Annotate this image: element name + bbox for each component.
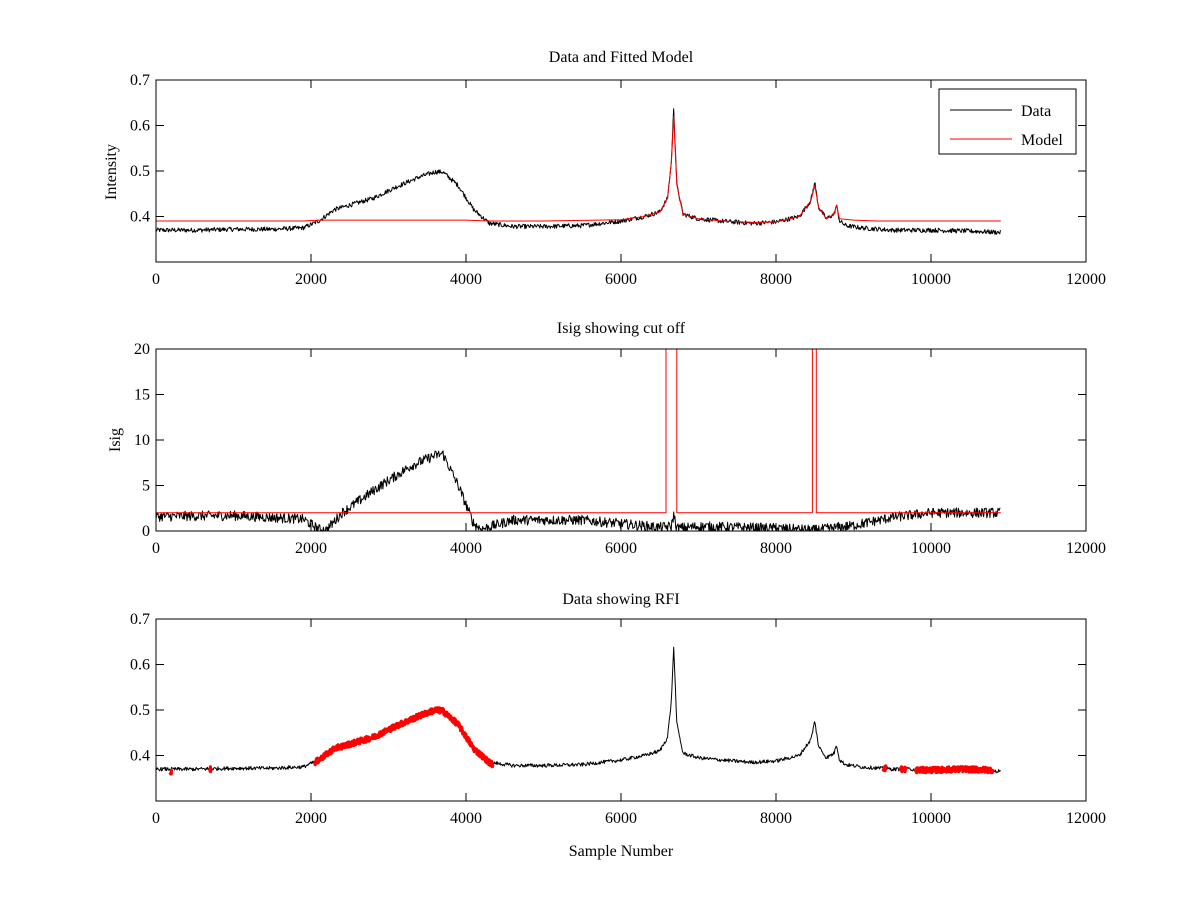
y-tick-label: 10 (134, 432, 150, 449)
x-axis-label: Sample Number (569, 843, 674, 860)
x-tick-label: 10000 (911, 810, 951, 827)
y-tick-label: 0 (142, 523, 150, 540)
x-tick-label: 12000 (1066, 540, 1106, 557)
x-tick-label: 0 (152, 810, 160, 827)
x-tick-label: 0 (152, 271, 160, 288)
x-tick-label: 2000 (295, 540, 327, 557)
x-tick-label: 6000 (605, 271, 637, 288)
axis-ticks: 0 2000 4000 6000 8000 10000 12000 0.4 0.5 0.6 0.7 (130, 611, 1106, 827)
chart-title: Data and Fitted Model (549, 49, 694, 66)
y-tick-label: 0.4 (130, 748, 150, 765)
panel-data-showing-rfi: Data showing RFI Sample Number 0 2000 4000… (130, 591, 1106, 860)
x-tick-label: 4000 (450, 271, 482, 288)
y-tick-label: 5 (142, 478, 150, 495)
y-tick-label: 0.5 (130, 702, 150, 719)
x-tick-label: 8000 (760, 540, 792, 557)
legend-label-model: Model (1021, 132, 1063, 149)
plot-area: 0 2000 4000 6000 8000 10000 12000 0.4 0.5 0.6 0.7 (130, 72, 1106, 288)
panel-isig-showing-cut-off: Isig showing cut off Isig 0 2000 4000 6000 8… (107, 320, 1106, 557)
x-tick-label: 6000 (605, 540, 637, 557)
x-tick-label: 12000 (1066, 271, 1106, 288)
legend-box (938, 88, 1077, 155)
legend: Data Model (938, 88, 1077, 155)
x-tick-label: 10000 (911, 540, 951, 557)
legend-label-data: Data (1021, 103, 1051, 120)
plot-area: 0 2000 4000 6000 8000 10000 12000 0.4 0.5 0.6 0.7 (130, 611, 1106, 827)
plot-area: 0 2000 4000 6000 8000 10000 12000 0 5 10 15 20 (134, 341, 1106, 557)
panel-data-and-fitted-model: Data and Fitted Model Intensity 0 2000 400… (103, 49, 1106, 288)
y-tick-label: 15 (134, 387, 150, 404)
x-tick-label: 4000 (450, 540, 482, 557)
y-tick-label: 20 (134, 341, 150, 358)
series-red-line-segment-2 (313, 706, 495, 769)
x-tick-label: 10000 (911, 271, 951, 288)
y-tick-label: 0.7 (130, 72, 150, 89)
x-tick-label: 0 (152, 540, 160, 557)
plot-lines (155, 108, 1001, 235)
series-red-line-segment-3 (881, 764, 888, 773)
axis-ticks: 0 2000 4000 6000 8000 10000 12000 0.4 0.5 0.6 0.7 (130, 72, 1106, 288)
y-tick-label: 0.7 (130, 611, 150, 628)
x-tick-label: 6000 (605, 810, 637, 827)
chart-title: Isig showing cut off (557, 320, 686, 337)
series-red-line-segment-4 (898, 765, 908, 774)
series-black-line (155, 646, 1001, 774)
axis-ticks: 0 2000 4000 6000 8000 10000 12000 0 5 10 15 20 (134, 341, 1106, 557)
series-black-line (155, 450, 1001, 532)
y-tick-label: 0.6 (130, 118, 150, 135)
series-model-line (156, 115, 1001, 223)
x-tick-label: 4000 (450, 810, 482, 827)
x-tick-label: 8000 (760, 810, 792, 827)
series-red-line (156, 348, 1001, 514)
series-red-line-segment-0 (168, 769, 174, 776)
x-tick-label: 2000 (295, 271, 327, 288)
x-tick-label: 12000 (1066, 810, 1106, 827)
y-tick-label: 0.4 (130, 209, 150, 226)
series-data-line (155, 108, 1001, 235)
plot-lines (155, 646, 1001, 776)
plot-lines (155, 348, 1001, 532)
chart-title: Data showing RFI (562, 591, 679, 608)
y-tick-label: 0.5 (130, 163, 150, 180)
x-tick-label: 2000 (295, 810, 327, 827)
x-tick-label: 8000 (760, 271, 792, 288)
y-axis-label: Isig (107, 428, 124, 452)
series-red-line-segment-5 (913, 765, 995, 775)
y-tick-label: 0.6 (130, 657, 150, 674)
series-red-line-segment-1 (207, 765, 213, 774)
y-axis-label: Intensity (103, 144, 120, 200)
